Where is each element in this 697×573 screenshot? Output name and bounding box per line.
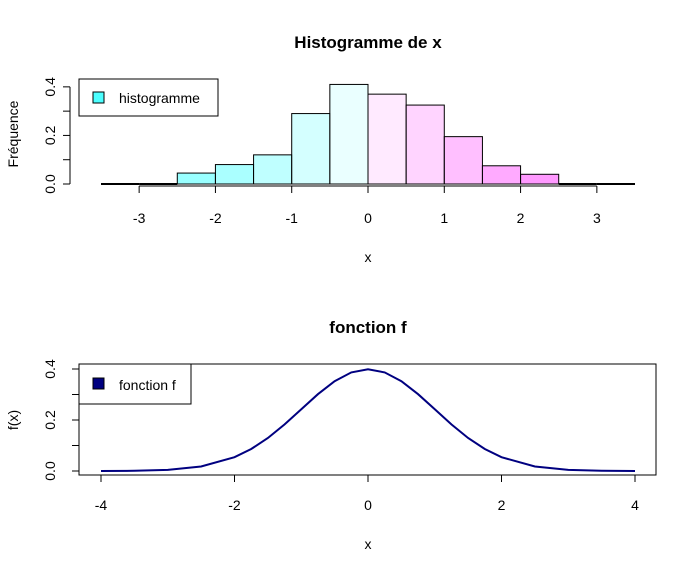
histogram-axes: -3 -2 -1 0 1 2 3 0.0 0.2 0.4 (42, 77, 601, 226)
histogram-bar-5 (291, 113, 331, 185)
density-legend-label: fonction f (119, 377, 176, 393)
histogram-x-tick-label-3: 0 (364, 210, 372, 226)
histogram-x-tick-label-4: 1 (440, 210, 448, 226)
density-y-tick-label-2: 0.4 (42, 359, 58, 379)
histogram-bars (101, 83, 635, 185)
density-title: fonction f (329, 318, 407, 337)
density-legend-swatch (92, 377, 105, 390)
density-ylabel: f(x) (5, 410, 21, 430)
histogram-y-tick-label-2: 0.4 (42, 77, 58, 97)
density-panel: fonction f f(x) x -4 -2 0 2 4 0.0 0.2 0.4 fonct… (5, 318, 657, 552)
histogram-ylabel: Fréquence (5, 100, 21, 167)
histogram-bar-8 (405, 104, 445, 185)
histogram-x-tick-label-5: 2 (517, 210, 525, 226)
density-xlabel: x (365, 536, 372, 552)
density-y-tick-label-0: 0.0 (42, 461, 58, 481)
histogram-legend: histogramme (78, 78, 219, 117)
histogram-x-tick-label-1: -2 (209, 210, 222, 226)
histogram-bar-9 (443, 136, 483, 185)
histogram-bar-4 (253, 154, 293, 185)
histogram-title: Histogramme de x (294, 33, 442, 52)
histogram-bar-2 (176, 172, 216, 185)
histogram-bar-6 (329, 83, 369, 185)
density-x-tick-label-1: -2 (228, 497, 241, 513)
histogram-y-tick-label-1: 0.2 (42, 125, 58, 145)
density-legend: fonction f (78, 363, 192, 405)
density-y-tick-label-1: 0.2 (42, 410, 58, 430)
histogram-bar-3 (214, 164, 255, 185)
histogram-bar-10 (481, 165, 522, 185)
histogram-legend-label: histogramme (119, 90, 200, 106)
density-x-tick-label-2: 0 (364, 497, 372, 513)
histogram-legend-swatch (92, 91, 105, 104)
density-series-line (100, 368, 636, 472)
histogram-bar-11 (520, 173, 560, 185)
histogram-panel: Histogramme de x Fréquence x -3 -2 -1 0 1 2 3 0… (5, 33, 635, 265)
histogram-x-tick-label-6: 3 (593, 210, 601, 226)
histogram-y-tick-label-0: 0.0 (42, 174, 58, 194)
histogram-x-tick-label-0: -3 (133, 210, 146, 226)
histogram-xlabel: x (365, 249, 372, 265)
density-x-tick-label-0: -4 (95, 497, 108, 513)
density-x-tick-label-3: 2 (498, 497, 506, 513)
histogram-bar-7 (367, 93, 407, 185)
histogram-x-tick-label-2: -1 (285, 210, 298, 226)
density-x-tick-label-4: 4 (631, 497, 639, 513)
density-axes: -4 -2 0 2 4 0.0 0.2 0.4 (42, 359, 639, 513)
